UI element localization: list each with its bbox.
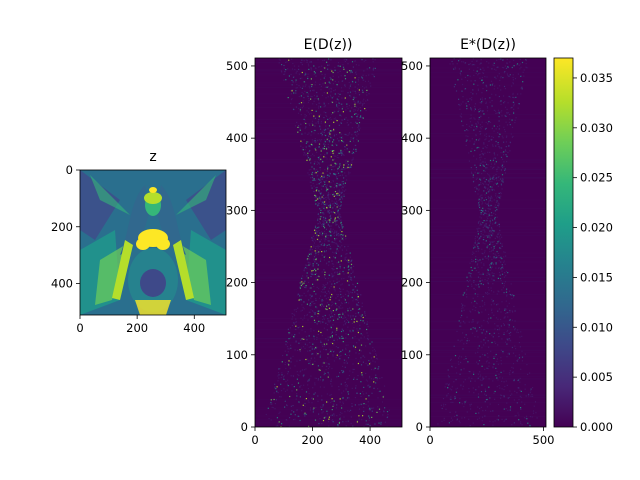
y-tick-label: 200 (401, 276, 423, 290)
y-tick-label: 300 (226, 203, 248, 217)
x-tick-label: 0 (426, 433, 433, 447)
colorbar-tick-label: 0.030 (580, 121, 613, 135)
colorbar-tick-label: 0.010 (580, 320, 613, 334)
x-tick-label: 200 (126, 321, 148, 335)
panel-z: z (51, 149, 227, 335)
y-tick-label: 300 (401, 203, 423, 217)
x-tick-label: 0 (251, 433, 258, 447)
y-tick-label: 500 (401, 59, 423, 73)
colorbar-tick-label: 0.025 (580, 171, 613, 185)
panel-z-axes: 0 200 400 0 200 400 (51, 163, 205, 335)
colorbar: 0.000 0.005 0.010 0.015 0.020 0.025 0.030 0.035 (553, 57, 613, 434)
y-tick-label: 0 (66, 163, 73, 177)
y-tick-label: 400 (401, 131, 423, 145)
panel-e-star-axes: 0 500 0 100 200 300 400 500 (401, 59, 554, 447)
x-tick-label: 400 (183, 321, 205, 335)
colorbar-tick-label: 0.005 (580, 370, 613, 384)
y-tick-label: 200 (226, 276, 248, 290)
y-tick-label: 400 (226, 131, 248, 145)
panel-z-image (80, 170, 226, 315)
colorbar-tick-label: 0.015 (580, 270, 613, 284)
panel-z-title: z (149, 149, 156, 165)
y-tick-label: 100 (226, 348, 248, 362)
colorbar-tick-label: 0.020 (580, 221, 613, 235)
y-tick-label: 0 (241, 420, 248, 434)
panel-e: E(D(z)) 0 200 400 0 100 200 300 400 500 (226, 37, 403, 447)
x-tick-label: 200 (302, 433, 324, 447)
x-tick-label: 400 (359, 433, 381, 447)
panel-e-title: E(D(z)) (304, 37, 353, 53)
colorbar-gradient (553, 57, 574, 428)
y-tick-label: 0 (416, 420, 423, 434)
y-tick-label: 100 (401, 348, 423, 362)
panel-e-star-image (430, 58, 546, 427)
y-tick-label: 500 (226, 59, 248, 73)
panel-e-star-title: E*(D(z)) (460, 37, 516, 53)
panel-e-image (255, 58, 402, 427)
x-tick-label: 0 (76, 321, 83, 335)
y-tick-label: 400 (51, 277, 73, 291)
panel-e-axes: 0 200 400 0 100 200 300 400 500 (226, 59, 381, 447)
colorbar-axes: 0.000 0.005 0.010 0.015 0.020 0.025 0.030 0.035 (573, 71, 613, 434)
colorbar-tick-label: 0.035 (580, 71, 613, 85)
y-tick-label: 200 (51, 220, 73, 234)
colorbar-tick-label: 0.000 (580, 420, 613, 434)
x-tick-label: 500 (533, 433, 555, 447)
panel-e-star: E*(D(z)) 0 500 0 100 200 300 400 500 (401, 37, 554, 447)
